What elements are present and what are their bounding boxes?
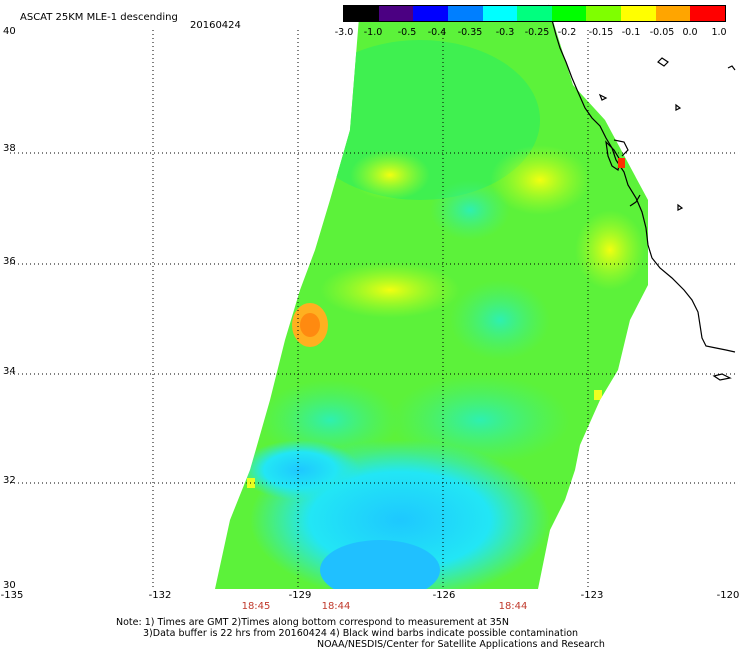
- colorbar-label: -0.3: [495, 27, 515, 38]
- lon-label: -132: [148, 590, 172, 601]
- lon-label: -129: [288, 590, 312, 601]
- colorbar-label: -0.05: [649, 27, 675, 38]
- colorbar-label: -0.25: [524, 27, 550, 38]
- colorbar-label: -0.5: [397, 27, 417, 38]
- product-date: 20160424: [190, 20, 241, 31]
- colorbar-label: -0.1: [621, 27, 641, 38]
- note-line: 3)Data buffer is 22 hrs from 20160424 4)…: [143, 628, 579, 639]
- colorbar-label: -0.4: [427, 27, 447, 38]
- colorbar-swatch: [413, 6, 448, 21]
- colorbar-swatch: [447, 6, 483, 21]
- lat-label: 30: [3, 580, 16, 591]
- colorbar-label: 0.0: [682, 27, 698, 38]
- colorbar-label: -3.0: [334, 27, 354, 38]
- colorbar-swatch: [482, 6, 518, 21]
- colorbar-swatch: [378, 6, 414, 21]
- time-label: 18:44: [321, 601, 351, 612]
- colorbar-label: -0.2: [557, 27, 577, 38]
- colorbar-label: -1.0: [363, 27, 383, 38]
- colorbar: [343, 5, 726, 22]
- data-swath: [215, 5, 648, 589]
- lon-label: -126: [432, 590, 456, 601]
- coastline: [547, 4, 736, 381]
- lon-label: -135: [0, 590, 24, 601]
- lon-label: -123: [580, 590, 604, 601]
- colorbar-swatch: [655, 6, 691, 21]
- credit-line: NOAA/NESDIS/Center for Satellite Applica…: [317, 639, 605, 650]
- colorbar-swatch: [517, 6, 552, 21]
- colorbar-label: -0.15: [588, 27, 614, 38]
- colorbar-label: -0.35: [457, 27, 483, 38]
- lat-label: 36: [3, 256, 16, 267]
- lat-label: 38: [3, 143, 16, 154]
- colorbar-swatch: [621, 6, 656, 21]
- lat-label: 34: [3, 366, 16, 377]
- colorbar-label: 1.0: [711, 27, 727, 38]
- time-label: 18:44: [498, 601, 528, 612]
- colorbar-swatch: [690, 6, 726, 21]
- product-title: ASCAT 25KM MLE-1 descending: [20, 12, 178, 23]
- time-label: 18:45: [241, 601, 271, 612]
- note-line: Note: 1) Times are GMT 2)Times along bot…: [116, 617, 509, 628]
- colorbar-swatch: [586, 6, 622, 21]
- colorbar-swatch: [551, 6, 587, 21]
- lat-label: 32: [3, 475, 16, 486]
- colorbar-swatch: [344, 6, 379, 21]
- lat-label: 40: [3, 26, 16, 37]
- bay-area-hotspot: [618, 158, 625, 168]
- lon-label: -120: [716, 590, 740, 601]
